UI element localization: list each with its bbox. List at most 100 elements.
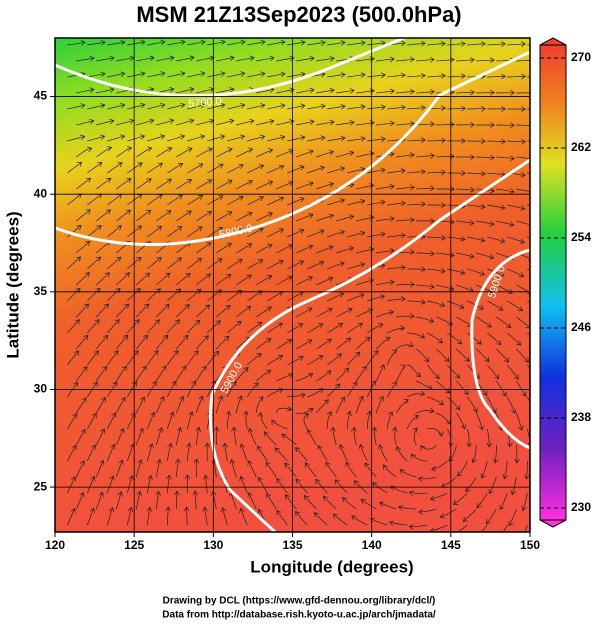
streamline (407, 390, 426, 398)
streamline (347, 292, 365, 302)
streamline (127, 102, 146, 110)
streamline (239, 507, 248, 526)
streamline (216, 211, 233, 222)
streamline (376, 336, 391, 350)
streamline (507, 364, 519, 380)
streamline (147, 194, 163, 206)
streamline (296, 149, 314, 158)
streamline (427, 40, 446, 47)
streamline (176, 179, 193, 190)
streamline (167, 39, 186, 46)
streamline (267, 355, 284, 366)
streamline (229, 459, 237, 478)
streamline (287, 103, 306, 110)
streamline (96, 303, 110, 318)
streamline (147, 162, 163, 174)
streamline (167, 349, 179, 366)
streamline (274, 447, 288, 462)
streamline (336, 119, 355, 126)
streamline (427, 396, 445, 406)
streamline (427, 73, 446, 79)
streamline (227, 195, 244, 206)
streamline (514, 444, 520, 464)
x-tick-label: 150 (520, 538, 540, 552)
streamline (387, 200, 406, 207)
streamline (166, 442, 173, 462)
streamline (304, 462, 317, 478)
streamline (202, 474, 209, 494)
streamline (156, 365, 167, 382)
streamline (95, 428, 106, 446)
streamline (222, 442, 228, 462)
streamline (427, 268, 446, 274)
streamline (306, 428, 317, 446)
streamline (186, 442, 192, 462)
streamline (281, 433, 297, 446)
streamline (86, 507, 95, 526)
streamline (356, 336, 371, 350)
streamline (136, 55, 155, 62)
contour-line (55, 50, 530, 246)
streamline (67, 319, 80, 334)
streamline (507, 236, 526, 244)
streamline (195, 395, 204, 414)
streamline (155, 427, 164, 446)
streamline (87, 287, 101, 302)
streamline (427, 169, 446, 176)
streamline (396, 152, 415, 158)
streamline (347, 322, 364, 334)
streamline (526, 396, 530, 403)
streamline (115, 459, 124, 478)
streamline (396, 217, 415, 223)
streamline (257, 476, 268, 494)
streamline (247, 460, 257, 478)
streamline (307, 323, 324, 334)
streamline (156, 334, 169, 350)
streamline (187, 39, 206, 46)
streamline (207, 195, 224, 206)
streamline (316, 181, 335, 190)
streamline (316, 338, 332, 350)
streamline (347, 351, 361, 366)
streamline (427, 235, 446, 241)
streamline (207, 258, 223, 270)
streamline (336, 337, 352, 350)
streamline (187, 257, 203, 270)
streamline (257, 412, 268, 430)
streamline (107, 39, 126, 46)
streamline (127, 162, 143, 174)
streamline (487, 41, 506, 47)
streamline (346, 410, 352, 430)
streamline (476, 220, 495, 227)
streamline (207, 39, 226, 46)
streamline (147, 225, 163, 238)
streamline (167, 102, 186, 110)
streamline (416, 316, 435, 323)
streamline (347, 72, 366, 78)
streamline (364, 462, 377, 478)
streamline (196, 147, 213, 158)
streamline (186, 411, 194, 430)
streamline (475, 412, 485, 431)
streamline (316, 245, 334, 254)
streamline (307, 355, 324, 366)
streamline (87, 39, 106, 46)
streamline (427, 202, 446, 208)
streamline (376, 120, 395, 127)
streamline (447, 332, 463, 345)
streamline (296, 276, 314, 286)
streamline (510, 476, 517, 496)
streamline (239, 475, 248, 494)
streamline (496, 316, 512, 329)
streamline (296, 55, 315, 62)
streamline (187, 319, 201, 334)
streamline (271, 419, 288, 430)
streamline (345, 461, 357, 478)
streamline (207, 134, 226, 142)
streamline (196, 335, 209, 350)
streamline (427, 332, 443, 344)
streamline (87, 71, 106, 78)
streamline (187, 195, 204, 206)
streamline (215, 395, 224, 414)
streamline (327, 72, 346, 78)
